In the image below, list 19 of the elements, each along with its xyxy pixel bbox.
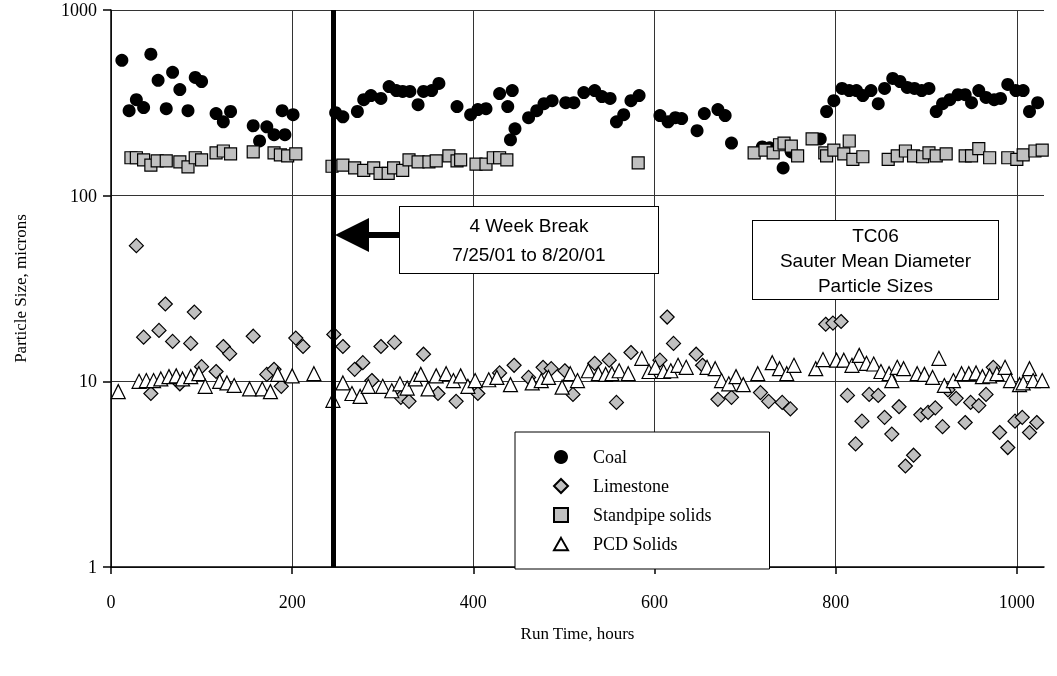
text-box: TC06 Sauter Mean Diameter Particle Sizes	[752, 220, 999, 300]
legend-label: Standpipe solids	[593, 505, 712, 525]
legend-label: Coal	[593, 447, 627, 467]
x-axis-title: Run Time, hours	[520, 624, 635, 643]
annotation: 4 Week Break 7/25/01 to 8/20/01	[451, 214, 607, 267]
x-tick-label: 0	[106, 592, 116, 612]
y-tick-label: 10	[79, 371, 97, 392]
x-tick-label: 200	[278, 592, 306, 612]
y-tick-label: 1	[88, 557, 97, 577]
legend-label: Limestone	[593, 476, 669, 496]
x-tick-label: 1000	[998, 592, 1035, 612]
text-box: 4 Week Break 7/25/01 to 8/20/01	[398, 206, 659, 274]
x-tick-label: 600	[641, 592, 668, 612]
x-tick-label: 800	[822, 592, 850, 612]
x-tick-label: 400	[459, 592, 487, 612]
y-tick-label: 1000	[61, 0, 97, 20]
y-tick-label: 100	[70, 185, 97, 206]
y-axis-title: Particle Size, microns	[11, 214, 30, 363]
legend-label: PCD Solids	[593, 534, 678, 554]
